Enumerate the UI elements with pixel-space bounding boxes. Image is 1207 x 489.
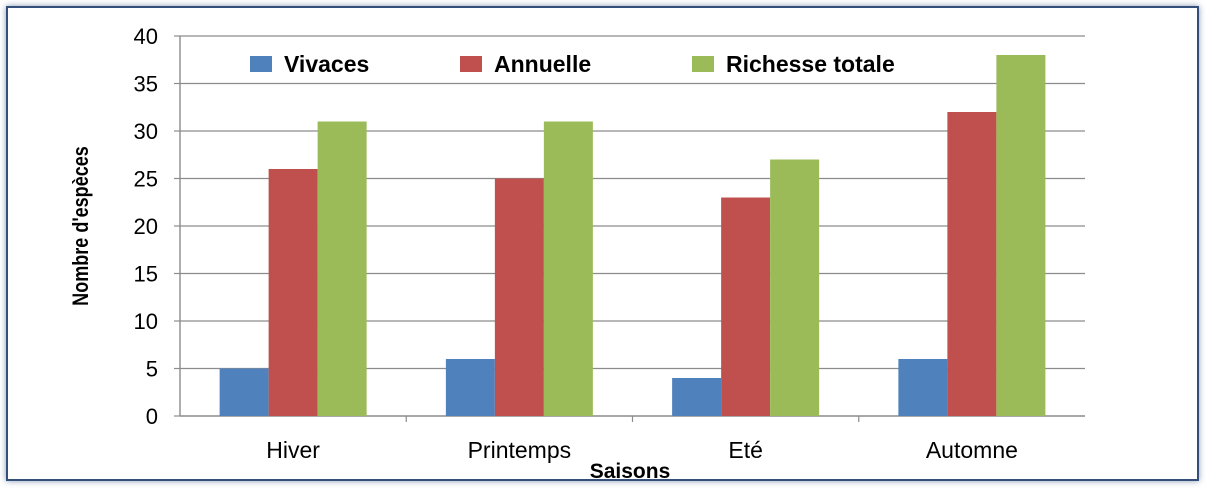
bar-richesse-totale-eté [770, 159, 820, 416]
y-tick-label: 0 [146, 404, 158, 429]
legend-label: Vivaces [284, 51, 369, 77]
legend-label: Annuelle [494, 51, 591, 77]
bars [219, 55, 1046, 416]
bar-vivaces-hiver [219, 368, 269, 416]
bar-vivaces-printemps [445, 359, 495, 416]
bar-richesse-totale-hiver [317, 121, 367, 416]
y-tick-label: 10 [134, 309, 158, 334]
legend-swatch [460, 56, 482, 72]
bar-vivaces-eté [672, 378, 722, 416]
legend: Vivaces Annuelle Richesse totale [250, 51, 895, 77]
bar-vivaces-automne [898, 359, 948, 416]
legend-label: Richesse totale [726, 51, 895, 77]
x-tick-label: Eté [728, 437, 763, 463]
bar-richesse-totale-printemps [543, 121, 593, 416]
y-tick-label: 35 [134, 72, 158, 97]
bar-annuelle-automne [947, 112, 997, 416]
legend-swatch [692, 56, 714, 72]
y-tick-label: 30 [134, 119, 158, 144]
y-tick-label: 40 [134, 24, 158, 49]
y-tick-label: 20 [134, 214, 158, 239]
x-tick-label: Automne [926, 437, 1018, 463]
y-tick-label: 5 [146, 357, 158, 382]
y-axis-label: Nombre d'espèces [69, 146, 93, 306]
bar-richesse-totale-automne [996, 55, 1046, 416]
y-tick-label: 25 [134, 167, 158, 192]
y-tick-label: 15 [134, 262, 158, 287]
bar-annuelle-hiver [268, 169, 318, 416]
x-tick-label: Hiver [266, 437, 320, 463]
bar-annuelle-eté [721, 197, 771, 416]
x-axis-label: Saisons [590, 460, 671, 483]
bar-annuelle-printemps [494, 178, 544, 416]
x-tick-label: Printemps [468, 437, 572, 463]
y-tick-labels: 0 5 10 15 20 25 30 35 40 [134, 24, 158, 429]
legend-swatch [250, 56, 272, 72]
x-tick-labels: Hiver Printemps Eté Automne [266, 437, 1018, 463]
